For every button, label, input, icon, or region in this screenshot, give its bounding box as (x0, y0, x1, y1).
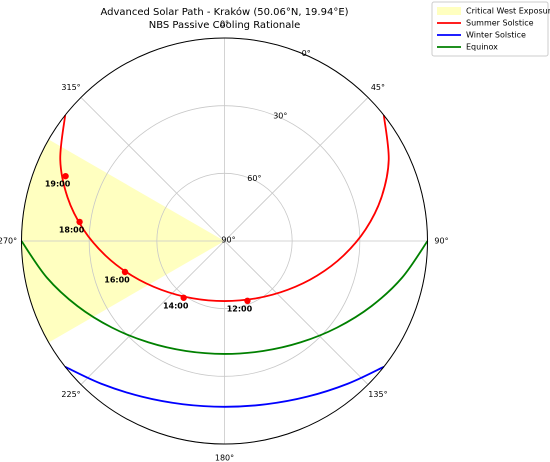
legend-swatch (437, 7, 461, 15)
theta-tick-label: 90° (434, 237, 448, 246)
hour-marker (244, 297, 251, 305)
hour-marker (121, 268, 129, 276)
r-tick-label: 30° (273, 111, 287, 120)
legend-label: Summer Solstice (466, 19, 534, 28)
legend: Critical West Exposure Summer Solstice Win… (437, 7, 550, 52)
grid-spoke (80, 240, 225, 385)
plot-area (20, 37, 429, 445)
chart-title: Advanced Solar Path - Kraków (50.06°N, 1… (100, 6, 348, 18)
hour-label: 18:00 (59, 225, 85, 234)
grid-spoke (224, 97, 369, 242)
theta-tick-label: 135° (368, 390, 387, 399)
hour-label: 14:00 (163, 301, 189, 310)
theta-tick-label: 0° (220, 20, 229, 29)
r-tick-label: 60° (247, 174, 261, 183)
hour-marker (76, 218, 83, 226)
sun-path (20, 240, 429, 355)
legend-label: Winter Solstice (466, 31, 526, 40)
grid-spoke (224, 240, 369, 385)
chart-subtitle: NBS Passive Cooling Rationale (149, 20, 301, 31)
legend-label: Equinox (466, 43, 498, 52)
theta-tick-label: 270° (0, 237, 17, 246)
hour-marker (180, 294, 187, 301)
legend-label: Critical West Exposure (466, 7, 550, 16)
theta-tick-label: 45° (371, 83, 385, 92)
grid-spoke (80, 97, 225, 242)
hour-label: 19:00 (45, 180, 71, 189)
hour-label: 12:00 (227, 304, 253, 313)
theta-tick-label: 180° (215, 454, 234, 462)
sun-path (64, 366, 385, 408)
theta-tick-label: 315° (61, 83, 80, 92)
hour-label: 16:00 (104, 275, 130, 284)
theta-tick-label: 225° (61, 390, 80, 399)
legend-box (431, 1, 549, 57)
overlay: 0° 30° 60° 90° 0° 45° 90° 135° 180° 225° 270° 315° 1… (0, 20, 449, 462)
r-tick-label: 0° (302, 49, 311, 58)
hour-marker (62, 172, 69, 180)
r-tick-label: 90° (221, 236, 235, 245)
polar-frame (21, 37, 428, 445)
